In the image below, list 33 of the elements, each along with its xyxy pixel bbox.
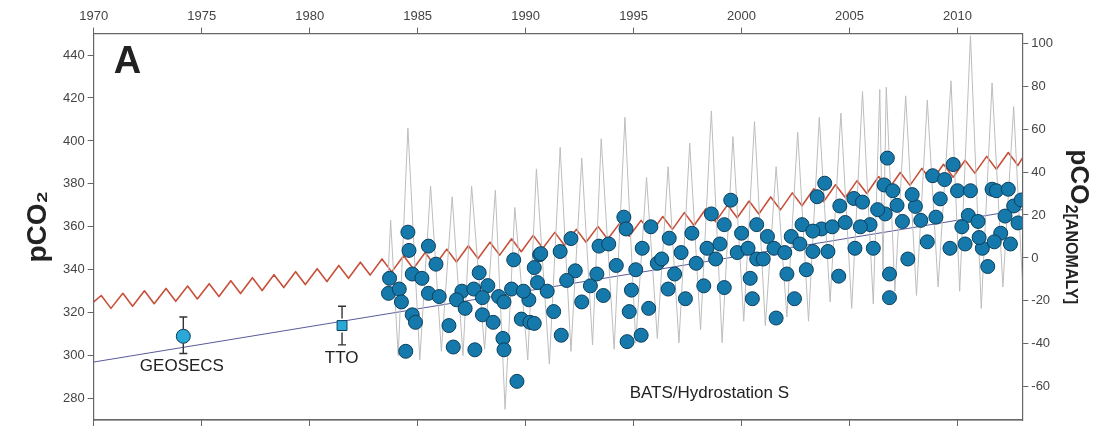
y2-axis-title: pCO2[ANOMALY] [1062,149,1095,305]
y2-tick-label: 40 [1031,163,1046,179]
y-tick-label: 280 [62,390,85,406]
annotation: BATS/Hydrostation S [629,382,790,402]
y-tick-label: 440 [62,46,85,62]
annotation: TTO [324,347,359,367]
y-axis-title: pCO₂ [20,191,52,263]
annotation: A [113,39,142,82]
x-tick-label: 1990 [511,8,541,24]
y2-tick-label: 0 [1031,249,1039,265]
y2-tick-label: -20 [1031,292,1051,308]
y-tick-label: 420 [62,89,85,105]
x-tick-label: 1970 [79,8,109,24]
y-tick-label: 360 [62,218,85,234]
y-tick-label: 300 [62,347,85,363]
x-tick-label: 2005 [835,8,864,24]
x-tick-label: 1995 [619,8,649,24]
y-tick-label: 380 [62,175,85,191]
y2-tick-label: -40 [1031,335,1051,351]
annotation: GEOSECS [139,355,224,375]
y2-tick-label: -60 [1031,378,1051,394]
y2-tick-label: 100 [1031,34,1054,50]
x-tick-label: 2000 [727,8,757,24]
y-tick-label: 320 [62,304,85,320]
y2-tick-label: 20 [1031,206,1046,222]
y2-tick-label: 80 [1031,77,1046,93]
y2-tick-label: 60 [1031,120,1046,136]
y-tick-label: 340 [62,261,85,277]
x-tick-label: 2010 [943,8,972,24]
y-tick-label: 400 [62,132,85,148]
x-tick-label: 1985 [403,8,433,24]
x-tick-label: 1980 [295,8,325,24]
x-tick-label: 1975 [187,8,217,24]
